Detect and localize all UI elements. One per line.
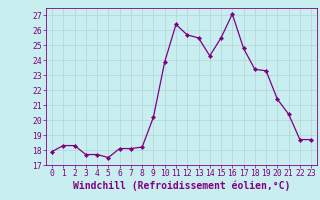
X-axis label: Windchill (Refroidissement éolien,°C): Windchill (Refroidissement éolien,°C) (73, 181, 290, 191)
